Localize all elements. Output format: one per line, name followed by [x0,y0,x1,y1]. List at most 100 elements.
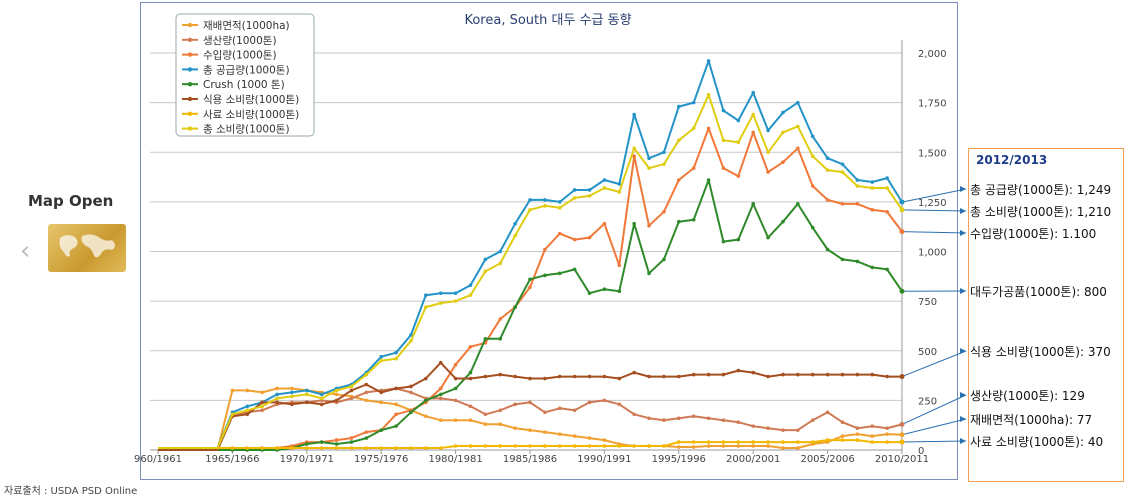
data-point [766,374,770,379]
data-point [602,398,607,403]
data-point [885,267,889,272]
data-point [468,283,473,288]
legend-item[interactable]: 재배면적(1000ha) [203,20,290,32]
annotation-pointer [901,209,967,212]
x-tick-label: 2000/2001 [726,454,780,465]
data-point [736,140,741,145]
data-point [691,217,696,222]
data-point [438,291,443,295]
annotation-item: 사료 소비량(1000톤): 40 [970,435,1104,449]
data-point [677,445,681,449]
x-tick-label: 1980/1981 [428,454,482,465]
x-tick-label: 1995/1996 [652,454,706,465]
data-point [275,386,279,391]
data-point [275,446,279,450]
series-line-4 [158,179,903,451]
data-point [796,146,800,151]
data-point [870,208,875,212]
legend-item[interactable]: 총 소비량(1000톤) [203,124,290,136]
data-point [870,434,875,438]
data-point [409,410,413,415]
data-point [394,424,398,428]
legend-item[interactable]: 생산량(1000톤) [203,35,277,47]
data-point [483,412,488,417]
data-point [305,442,309,446]
data-point [677,178,681,182]
x-tick-label: 2005/2006 [800,454,854,465]
data-point [572,267,577,272]
data-point [513,221,517,226]
data-point [498,249,503,254]
data-point [647,444,651,448]
annotation-item: 총 소비량(1000톤): 1,210 [970,205,1112,219]
data-point [662,150,666,155]
data-point [453,444,458,448]
annotation-pointer [901,394,967,425]
data-point [781,130,785,135]
data-point [840,170,845,174]
data-point [810,154,815,159]
data-point [781,160,785,164]
data-point [260,390,264,395]
data-point [751,444,755,448]
data-point [602,287,607,292]
data-point [334,446,339,450]
legend-item[interactable]: 식용 소비량(1000톤) [203,94,299,106]
chevron-left-icon[interactable]: ‹ [20,236,31,266]
arrow-icon [960,230,966,236]
legend-item[interactable]: 수입량(1000톤) [203,49,277,62]
legend-marker [187,82,193,87]
data-point [557,231,562,236]
source-note: 자료출처 : USDA PSD Online [4,486,138,497]
data-point [825,198,830,202]
data-point [796,440,800,444]
world-map-icon[interactable] [48,224,126,272]
legend-item[interactable]: 총 공급량(1000톤) [203,64,290,76]
data-point [290,386,294,391]
data-point [706,126,711,131]
data-point [706,178,711,182]
data-point [319,440,324,444]
data-point [751,370,755,375]
legend-item[interactable]: 사료 소비량(1000톤) [203,109,299,121]
data-point [483,269,488,274]
map-open-label[interactable]: Map Open [28,192,114,210]
data-point [409,339,413,343]
data-point [438,386,443,391]
data-point [513,233,517,238]
data-point [810,418,815,423]
data-point [334,388,339,393]
data-point [498,261,503,266]
data-point [870,440,875,444]
data-point [334,392,339,397]
x-tick-label: 960/1961 [134,454,182,465]
data-point [721,138,726,143]
data-point [617,289,622,294]
data-point [409,384,413,389]
data-point [840,202,845,206]
data-point [379,354,384,359]
data-point [453,418,458,423]
data-point [602,438,607,442]
data-point [736,440,741,444]
data-point [781,428,785,432]
data-point [796,202,800,206]
data-point [677,219,681,224]
data-point [245,446,250,450]
data-point [781,372,785,377]
x-tick-label: 1985/1986 [503,454,557,465]
data-point [528,428,532,432]
data-point [810,372,815,377]
arrow-icon [960,392,966,398]
data-point [706,444,711,448]
annotation-pointer [901,231,967,234]
data-point [825,156,830,161]
legend-marker [187,126,193,131]
legend-item[interactable]: Crush (1000 톤) [203,79,285,91]
x-tick-label: 2010/2011 [875,454,929,465]
data-point [572,237,577,242]
data-point [587,436,592,440]
data-point [885,210,889,214]
data-point [394,402,398,407]
data-point [677,440,681,444]
